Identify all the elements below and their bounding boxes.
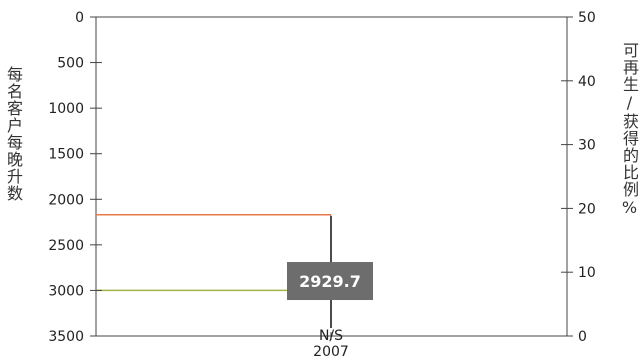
left-tick-label: 1500 [48, 147, 84, 163]
left-tick-label: 3000 [48, 283, 84, 299]
value-label: 2929.7 [299, 272, 361, 291]
x-sublabel: 2007 [313, 344, 349, 358]
x-tick-label: N/S [319, 328, 343, 344]
left-tick-label: 1000 [48, 101, 84, 117]
left-tick-label: 500 [57, 56, 84, 72]
left-tick-label: 0 [75, 10, 84, 26]
y-axis-label-left: 每名客户每晚升数 [4, 66, 23, 202]
right-tick-label: 40 [578, 74, 596, 90]
right-tick-label: 10 [578, 265, 596, 281]
value-label-box [287, 262, 373, 301]
right-tick-label: 50 [578, 10, 596, 26]
right-tick-label: 30 [578, 138, 596, 154]
left-tick-label: 2000 [48, 192, 84, 208]
y-axis-label-right: 可再生/获得的比例% [620, 42, 639, 218]
left-tick-label: 2500 [48, 238, 84, 254]
right-tick-label: 20 [578, 201, 596, 217]
right-tick-label: 0 [578, 329, 587, 345]
left-tick-label: 3500 [48, 329, 84, 345]
